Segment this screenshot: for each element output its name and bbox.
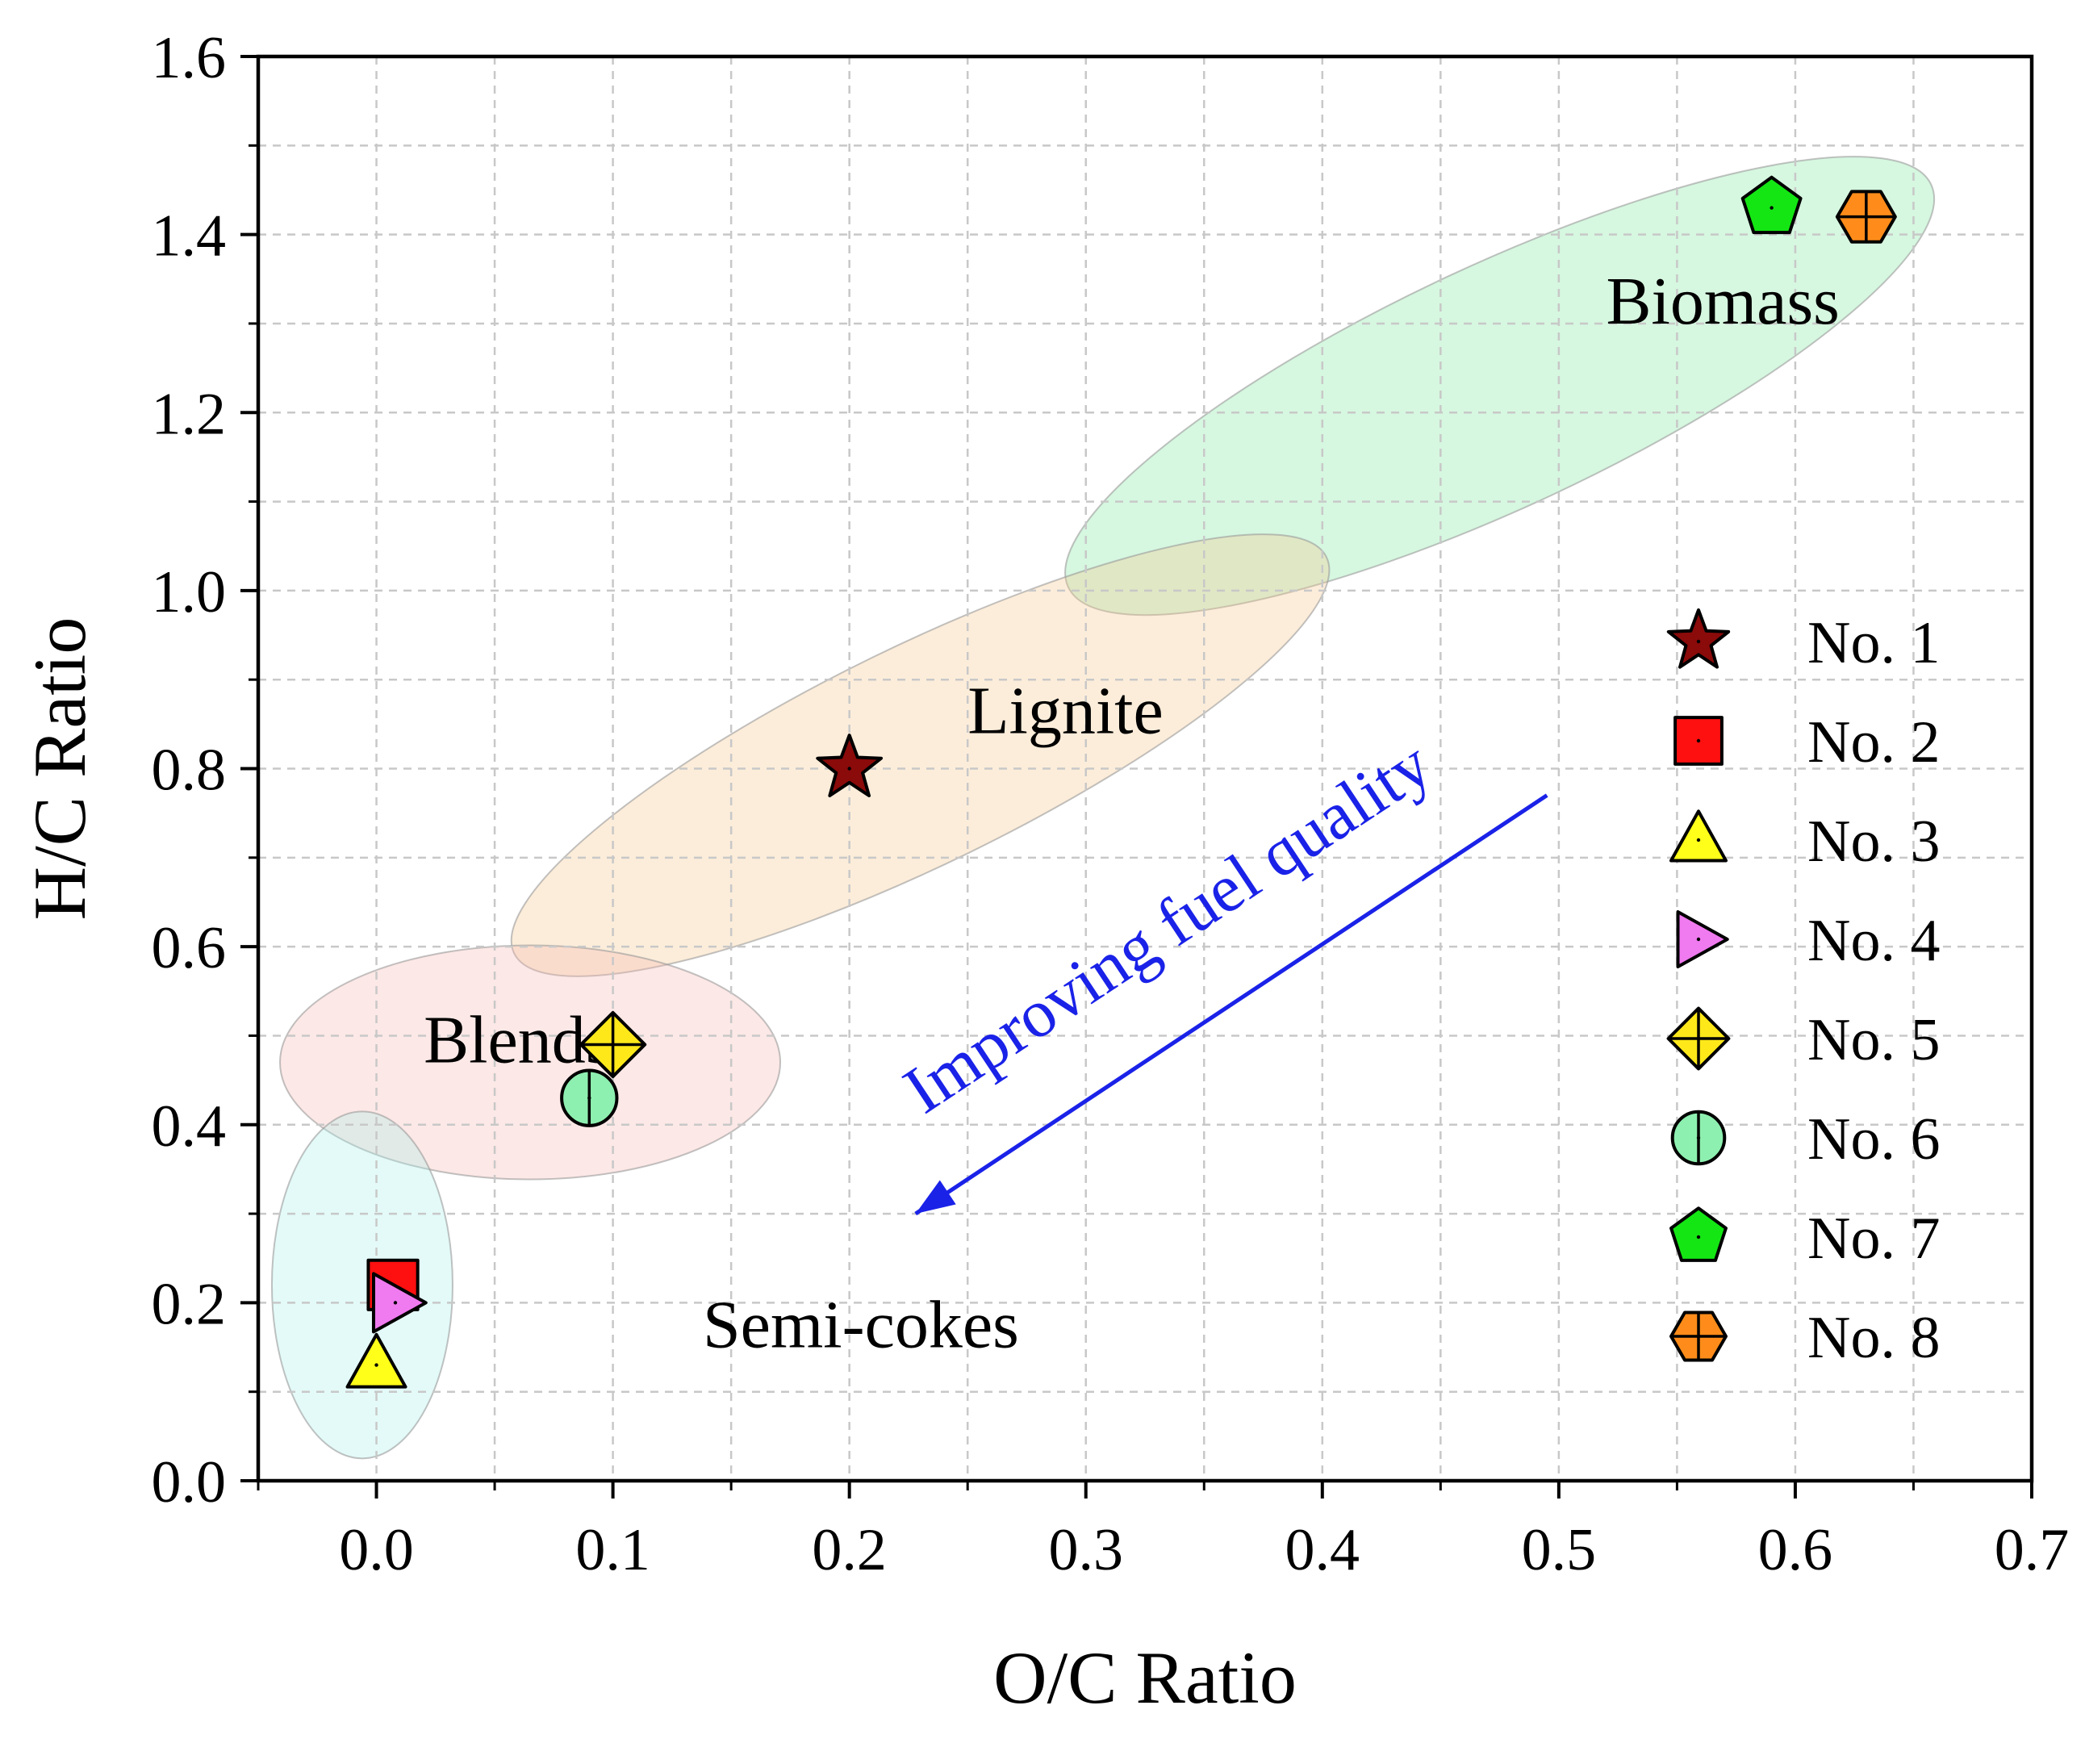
data-point-no-8 [1835,190,1897,244]
marker-center-dot [1696,1036,1701,1041]
region-labels: Biomass Lignite Blends Semi-cokes [424,264,1840,1363]
annotation-arrow-line [914,793,1548,1216]
x-tick-label: 0.7 [1995,1517,2070,1583]
data-point-no-6 [560,1068,619,1127]
ticks: 0.0 0.1 0.2 0.3 0.4 0.5 0.6 0.7 0.0 0.2 0.4 0.6 0.8 1… [152,25,2070,1583]
legend: No. 1 No. 2 No. 3 No. 4 No. 5 No. 6 No. 7 No. 8 [1666,608,1940,1371]
data-point-no-5 [579,1010,647,1079]
legend-marker-8 [1669,1310,1728,1362]
marker-shape [1669,809,1728,863]
marker-center-dot [1696,838,1701,842]
x-tick-label: 0.2 [812,1517,887,1583]
legend-marker-3 [1669,809,1728,863]
region-label-biomass: Biomass [1606,264,1839,339]
x-tick-label: 0.6 [1758,1517,1833,1583]
legend-label-7: No. 7 [1807,1206,1940,1272]
x-tick-label: 0.5 [1522,1517,1597,1583]
legend-marker-5 [1666,1006,1731,1071]
y-axis-title: H/C Ratio [19,617,101,921]
data-points [345,175,1897,1389]
legend-label-1: No. 1 [1807,610,1940,676]
marker-center-dot [587,1096,591,1100]
marker-center-dot [847,767,851,771]
y-tick-label: 1.2 [152,381,227,447]
legend-marker-2 [1673,716,1724,766]
region-ellipse-blends [279,944,782,1181]
legend-label-3: No. 3 [1807,809,1940,875]
y-tick-label: 0.6 [152,915,227,981]
marker-center-dot [1696,1135,1701,1140]
data-point-no-1 [816,734,884,797]
marker-shape [1669,1206,1728,1262]
legend-marker-6 [1670,1110,1727,1166]
y-tick-label: 0.8 [152,738,227,804]
region-ellipses [270,156,1936,1460]
legend-marker-7 [1669,1206,1728,1262]
marker-shape [345,1332,407,1389]
legend-label-8: No. 8 [1807,1305,1940,1371]
data-point-no-7 [1740,175,1803,235]
legend-marker-4 [1676,910,1729,968]
marker-center-dot [374,1363,378,1367]
region-label-blends: Blends [424,1003,612,1078]
x-tick-label: 0.3 [1048,1517,1123,1583]
marker-shape [1740,175,1803,235]
x-tick-label: 0.4 [1285,1517,1360,1583]
region-ellipse-biomass [1064,156,1936,617]
marker-shape [371,1272,428,1334]
marker-center-dot [611,1043,615,1047]
data-point-no-4 [371,1272,428,1334]
annotation-arrow-head [915,1180,956,1214]
marker-shape [1666,608,1731,669]
region-ellipse-semi-cokes [270,1110,453,1460]
x-axis-title: O/C Ratio [993,1637,1297,1719]
marker-center-dot [1864,215,1869,219]
legend-marker-1 [1666,608,1731,669]
marker-center-dot [1696,937,1701,942]
marker-center-dot [1696,1334,1701,1339]
x-tick-label: 0.0 [339,1517,414,1583]
marker-shape [816,734,884,797]
x-tick-label: 0.1 [575,1517,650,1583]
region-ellipse-lignite [510,533,1331,977]
legend-label-5: No. 5 [1807,1007,1940,1073]
marker-center-dot [1696,639,1701,644]
region-label-semi-cokes: Semi-cokes [703,1288,1019,1363]
region-label-lignite: Lignite [967,673,1164,748]
y-tick-label: 0.0 [152,1449,227,1515]
y-tick-label: 1.0 [152,559,227,625]
marker-center-dot [393,1301,398,1305]
legend-label-2: No. 2 [1807,709,1940,775]
marker-center-dot [1696,1235,1701,1239]
data-point-no-3 [345,1332,407,1389]
y-tick-label: 0.4 [152,1093,227,1160]
marker-center-dot [1696,738,1701,743]
marker-shape [1676,910,1729,968]
legend-label-4: No. 4 [1807,908,1940,974]
marker-center-dot [1770,206,1774,210]
y-tick-label: 0.2 [152,1271,227,1337]
legend-label-6: No. 6 [1807,1106,1940,1173]
y-tick-label: 1.4 [152,203,227,270]
y-tick-label: 1.6 [152,25,227,91]
